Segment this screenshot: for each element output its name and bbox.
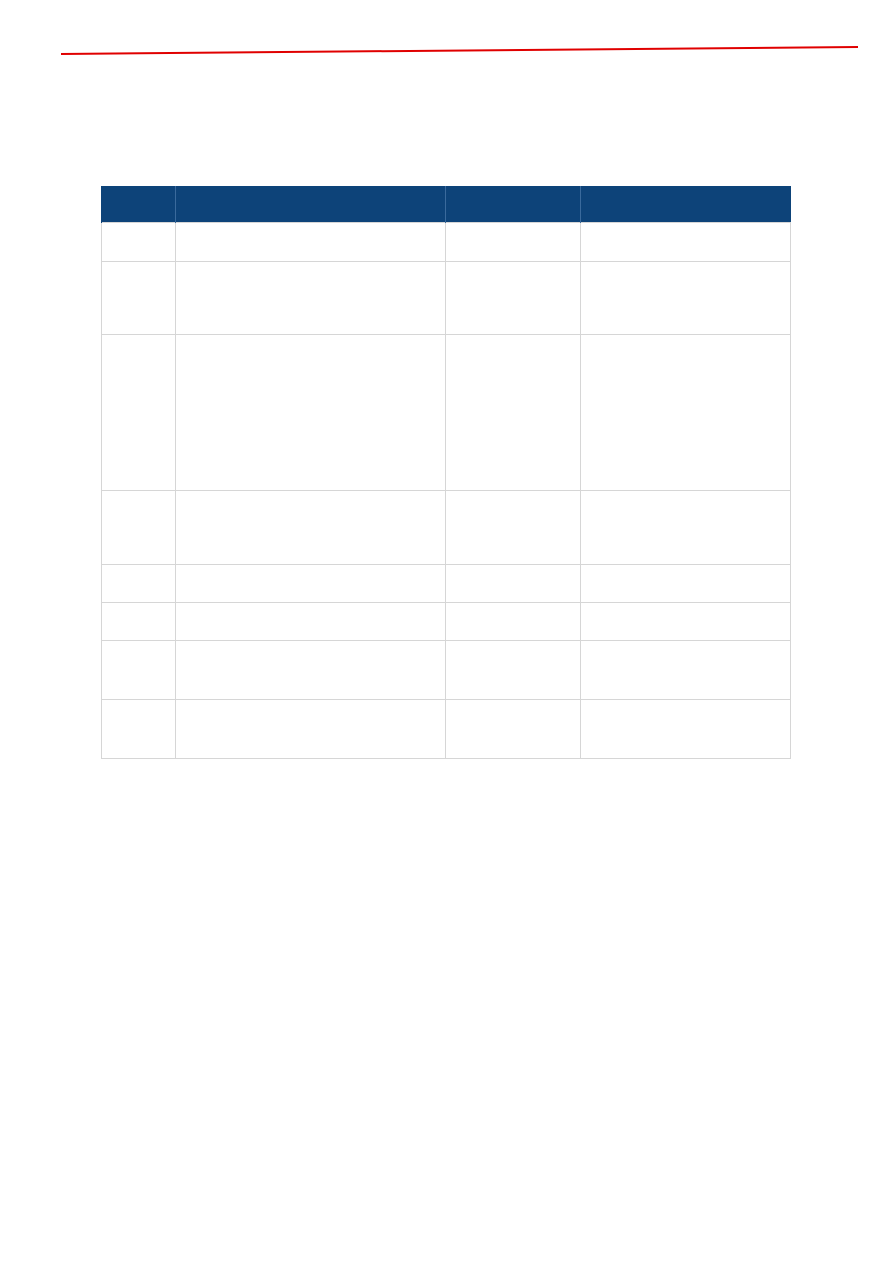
table-row: [101, 261, 791, 335]
table-cell: [580, 334, 791, 491]
table-cell: [101, 222, 176, 262]
table-cell: [101, 564, 176, 603]
table-header-cell: [175, 186, 446, 223]
table-cell: [445, 602, 581, 641]
data-table: [101, 186, 791, 759]
table-cell: [175, 334, 446, 491]
table-cell: [175, 490, 446, 565]
table-cell: [445, 564, 581, 603]
table-cell: [101, 699, 176, 759]
table-cell: [101, 334, 176, 491]
table-cell: [580, 564, 791, 603]
table-cell: [580, 222, 791, 262]
table-header-row: [101, 186, 791, 223]
table-cell: [175, 699, 446, 759]
table-row: [101, 334, 791, 491]
table-cell: [445, 490, 581, 565]
table-cell: [445, 261, 581, 335]
table-header-cell: [445, 186, 581, 223]
table-cell: [445, 222, 581, 262]
table-cell: [580, 602, 791, 641]
header-rule: [60, 46, 859, 55]
table-cell: [175, 640, 446, 700]
table-cell: [580, 699, 791, 759]
table-cell: [101, 490, 176, 565]
table-row: [101, 699, 791, 759]
table-row: [101, 490, 791, 565]
table-cell: [445, 640, 581, 700]
table-cell: [445, 699, 581, 759]
table-header-cell: [580, 186, 791, 223]
table-row: [101, 564, 791, 603]
table-cell: [580, 261, 791, 335]
table-cell: [101, 261, 176, 335]
table-row: [101, 602, 791, 641]
table-cell: [175, 222, 446, 262]
table-row: [101, 640, 791, 700]
table-cell: [175, 261, 446, 335]
table-cell: [101, 602, 176, 641]
table-cell: [445, 334, 581, 491]
table-cell: [580, 640, 791, 700]
table-header: [101, 186, 791, 223]
table-cell: [175, 564, 446, 603]
table-cell: [580, 490, 791, 565]
table-cell: [101, 640, 176, 700]
table-cell: [175, 602, 446, 641]
table-header-cell: [101, 186, 176, 223]
table-row: [101, 222, 791, 262]
table-body: [101, 222, 791, 759]
